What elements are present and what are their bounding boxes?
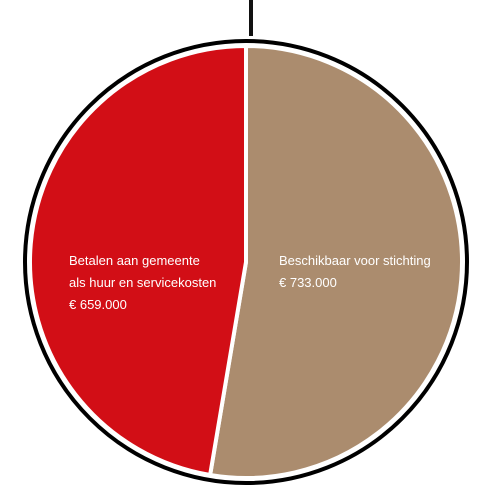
slice-value-label: € 659.000 [69,297,127,312]
slices-layer [27,44,464,480]
pie-slice-beschikbaar [208,44,464,480]
slice-label-line: Betalen aan gemeente [69,253,200,268]
pie-outer-ring [23,39,469,485]
pie-slice-gemeente [27,44,248,477]
slice-label-line: Beschikbaar voor stichting [279,253,431,268]
slice-label-line: als huur en servicekosten [69,275,216,290]
slice-value-label: € 733.000 [279,275,337,290]
labels-layer: Beschikbaar voor stichting € 733.000 Betal… [69,253,431,312]
